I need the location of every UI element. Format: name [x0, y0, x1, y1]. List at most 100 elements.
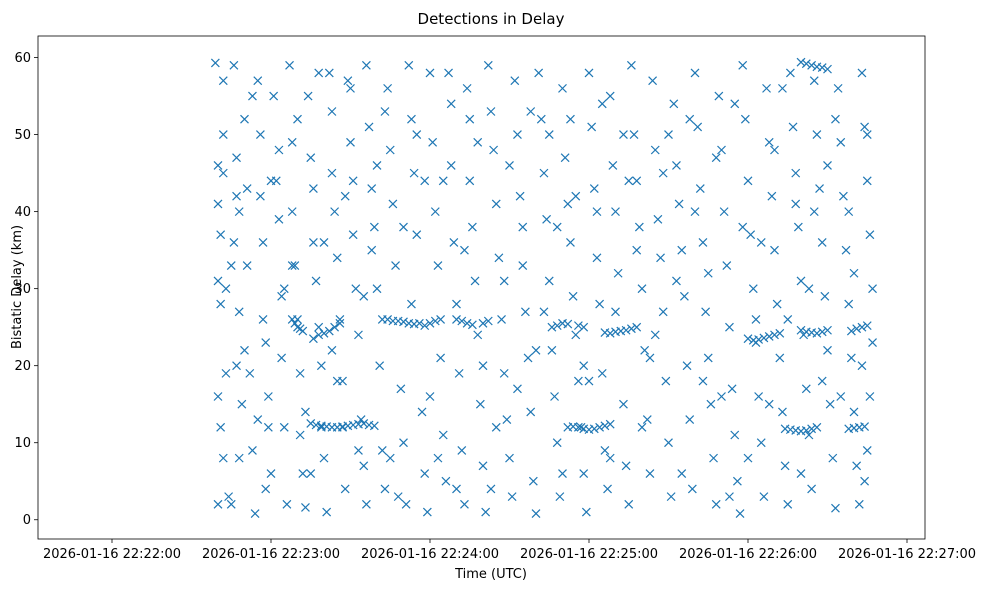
data-point	[322, 507, 332, 517]
data-point	[513, 384, 522, 394]
data-point	[457, 316, 467, 326]
data-point	[767, 191, 777, 201]
data-point	[812, 422, 822, 432]
data-point	[393, 492, 403, 502]
data-point	[314, 322, 324, 332]
data-point	[213, 499, 223, 509]
data-point	[356, 415, 366, 425]
data-point	[301, 407, 310, 417]
data-point	[433, 261, 443, 270]
data-point	[385, 145, 395, 155]
data-point	[642, 415, 652, 425]
data-point	[425, 318, 435, 328]
data-point	[772, 299, 782, 309]
data-point	[327, 107, 337, 116]
y-tick-label: 10	[14, 436, 31, 451]
data-point	[658, 307, 668, 317]
data-point	[552, 438, 562, 448]
data-point	[717, 392, 726, 401]
data-point	[274, 214, 284, 224]
data-point	[361, 499, 371, 509]
data-point	[571, 191, 581, 201]
data-point	[653, 214, 663, 224]
data-point	[844, 299, 854, 309]
data-point	[269, 91, 279, 101]
data-point	[666, 492, 676, 502]
data-point	[775, 328, 785, 338]
data-point	[650, 145, 660, 155]
data-point	[282, 499, 292, 509]
data-point	[743, 453, 753, 463]
data-point	[621, 325, 631, 335]
data-point	[407, 299, 416, 309]
data-point	[430, 207, 440, 217]
data-point	[807, 484, 817, 494]
data-point	[685, 114, 695, 124]
data-point	[860, 422, 870, 431]
data-point	[600, 421, 610, 431]
data-point	[375, 361, 385, 371]
data-point	[597, 99, 607, 109]
data-point	[796, 57, 806, 67]
data-point	[518, 222, 528, 232]
data-point	[825, 399, 835, 409]
data-point	[520, 307, 530, 317]
data-point	[224, 492, 234, 502]
data-point	[629, 130, 639, 140]
data-point	[308, 184, 318, 193]
y-tick-label: 50	[14, 128, 31, 143]
data-point	[218, 168, 228, 178]
data-point	[510, 76, 520, 86]
data-point	[316, 361, 326, 371]
data-point	[605, 91, 615, 101]
data-point	[584, 376, 594, 386]
data-point	[483, 316, 493, 326]
data-point	[473, 330, 483, 340]
data-point	[852, 461, 862, 471]
data-point	[865, 230, 875, 240]
data-point	[359, 461, 369, 471]
data-point	[240, 345, 249, 355]
data-point	[857, 322, 867, 332]
data-point	[536, 114, 546, 124]
data-point	[587, 122, 597, 132]
x-tick-label: 2026-01-16 22:25:00	[520, 547, 658, 562]
data-point	[332, 253, 342, 263]
data-point	[218, 76, 228, 86]
data-point	[351, 284, 361, 294]
data-point	[605, 328, 615, 338]
data-point	[844, 207, 854, 217]
data-point	[579, 469, 589, 478]
data-point	[491, 199, 501, 209]
data-point	[213, 392, 223, 401]
data-point	[833, 83, 843, 93]
data-point	[796, 469, 806, 478]
data-point	[253, 76, 263, 86]
data-point	[751, 315, 761, 324]
data-point	[857, 68, 867, 78]
data-point	[412, 130, 422, 140]
data-point	[656, 253, 665, 263]
data-point	[330, 207, 340, 217]
data-point	[258, 238, 268, 247]
data-point	[836, 392, 846, 401]
data-point	[778, 407, 787, 417]
data-point	[324, 326, 334, 336]
y-tick-label: 0	[23, 513, 31, 528]
data-point	[428, 137, 438, 147]
data-point	[754, 392, 764, 401]
data-point	[446, 99, 456, 109]
data-point	[513, 130, 522, 140]
data-point	[796, 276, 806, 286]
data-point	[677, 469, 687, 478]
data-point	[457, 445, 467, 455]
data-point	[807, 60, 817, 70]
data-point	[812, 130, 822, 140]
data-point	[687, 484, 697, 494]
data-point	[743, 176, 753, 186]
data-point	[690, 68, 700, 78]
data-point	[250, 509, 260, 519]
x-tick-label: 2026-01-16 22:26:00	[679, 547, 817, 562]
data-point	[486, 484, 496, 494]
